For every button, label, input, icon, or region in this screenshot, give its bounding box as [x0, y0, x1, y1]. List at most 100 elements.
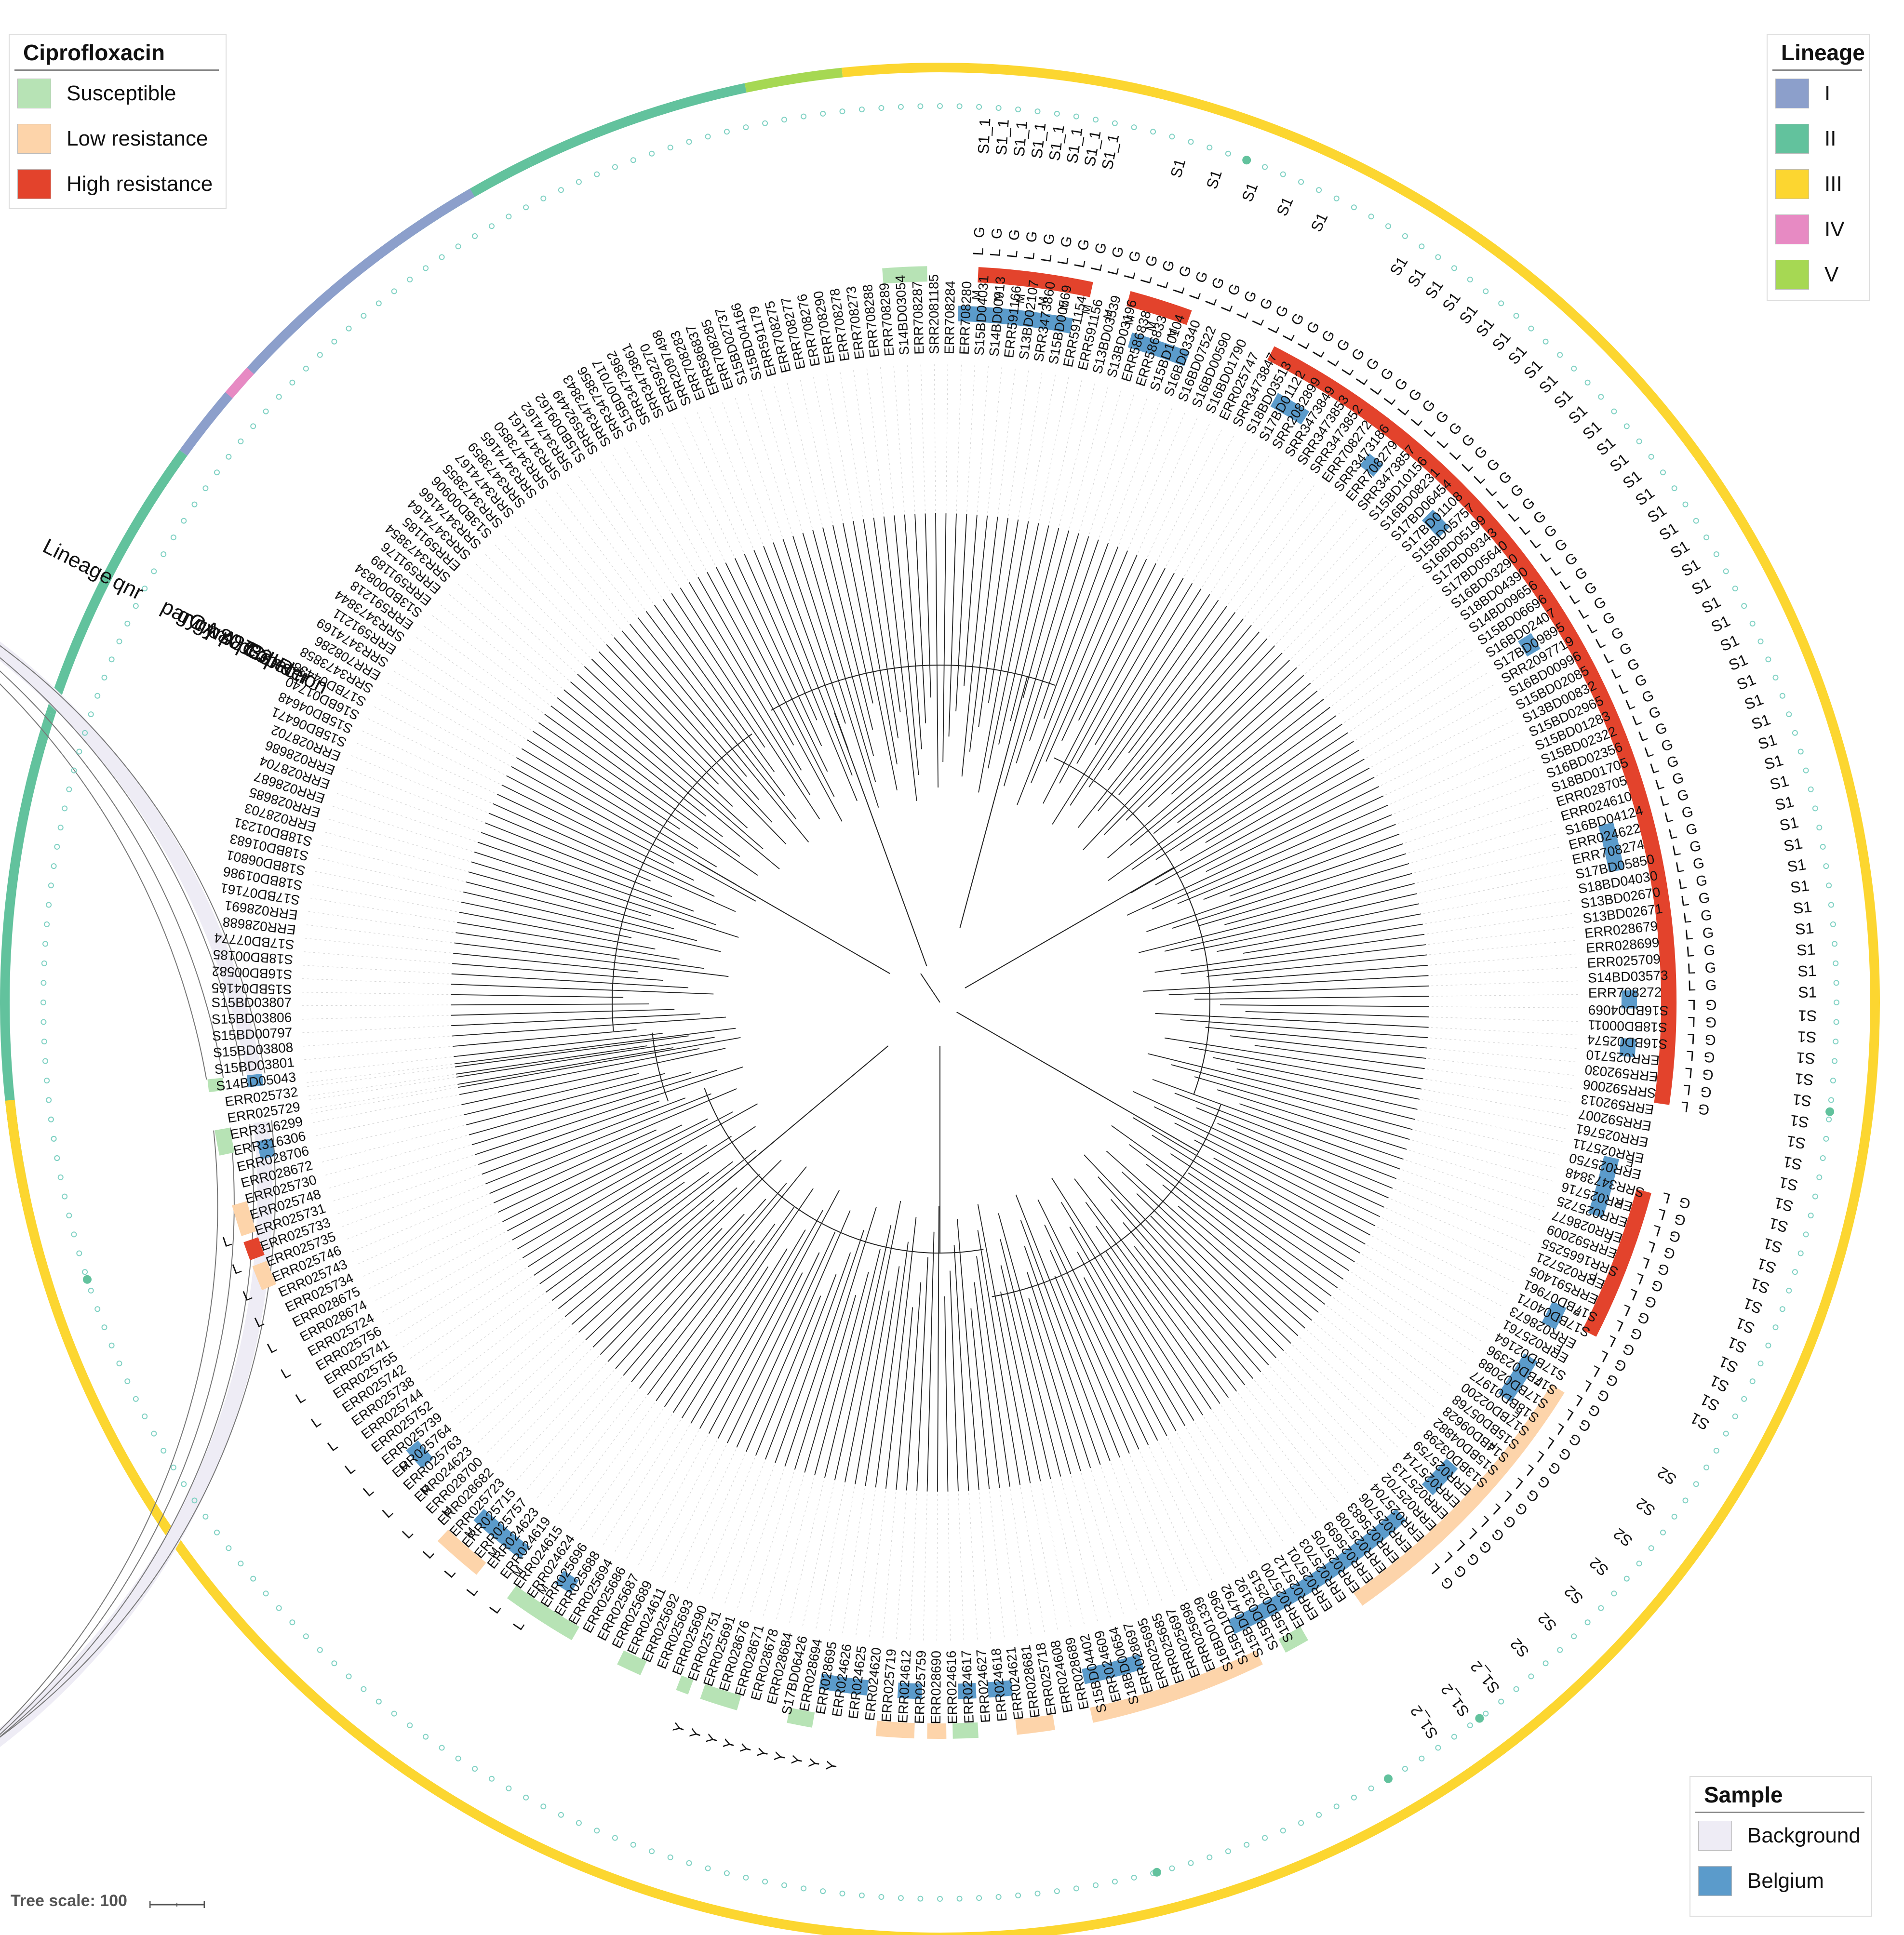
- parc-p80-mark: L: [308, 1414, 324, 1431]
- parc-p80-mark: L: [1677, 876, 1688, 893]
- cipr-ring-segment: [1354, 1466, 1504, 1606]
- parc-p80-mark: L: [1475, 1513, 1492, 1530]
- legend-row-lineage-iv: IV: [1768, 207, 1869, 252]
- qnr-empty-dot: [391, 288, 397, 294]
- qnr-empty-dot: [820, 1888, 826, 1895]
- qnr-empty-dot: [71, 1231, 77, 1238]
- qnr-empty-dot: [161, 551, 167, 557]
- qnr-empty-dot: [1786, 1287, 1792, 1294]
- parc-p80-mark: L: [1439, 1549, 1456, 1566]
- parc-p80-mark: L: [1636, 727, 1649, 745]
- qnr-empty-dot: [1571, 365, 1577, 372]
- parc-p80-mark: L: [1426, 1561, 1444, 1577]
- qnr-mark: S1: [1167, 157, 1189, 180]
- qnr-empty-dot: [62, 805, 68, 812]
- qnr-empty-dot: [1741, 1396, 1747, 1402]
- qnr-mark: S1: [1742, 690, 1766, 713]
- gyra-p87-mark: Y: [670, 1721, 688, 1735]
- leaf-label: S18BD00011: [1588, 1017, 1667, 1035]
- qnr-empty-dot: [1820, 1155, 1826, 1161]
- qnr-empty-dot: [361, 1686, 367, 1692]
- qnr-empty-dot: [1830, 1078, 1836, 1084]
- qnr-mark: S2: [1561, 1582, 1586, 1608]
- collection-ring-belgium: [1421, 509, 1450, 538]
- qnr-empty-dot: [407, 1722, 413, 1728]
- qnr-empty-dot: [523, 204, 529, 211]
- qnr-empty-dot: [1542, 338, 1549, 345]
- qnr-empty-dot: [976, 1895, 982, 1901]
- gender-mark: M: [1014, 293, 1028, 304]
- cipr-ring-segment: [700, 1684, 741, 1710]
- parc-p80-mark: L: [379, 1504, 396, 1521]
- gyra-p87-mark: Y: [703, 1732, 721, 1746]
- parc-p80-mark: L: [1639, 1254, 1652, 1272]
- parc-p80-mark: L: [1510, 1475, 1526, 1492]
- gyra-p87-mark: G: [1126, 249, 1144, 264]
- qnr-mark: S1: [1717, 631, 1742, 655]
- qnr-empty-dot: [44, 1078, 50, 1084]
- qnr-empty-dot: [214, 469, 220, 476]
- qnr-empty-dot: [116, 1361, 122, 1367]
- tree-internal-arc: [704, 1088, 984, 1254]
- qnr-mark: S1: [1697, 1391, 1722, 1415]
- qnr-empty-dot: [1833, 980, 1839, 986]
- qnr-empty-dot: [1816, 1174, 1823, 1180]
- qnr-empty-dot: [439, 254, 445, 260]
- qnr-empty-dot: [976, 104, 982, 110]
- qnr-positive-dot: [1825, 1107, 1835, 1116]
- parc-p80-mark: L: [1542, 1434, 1557, 1452]
- collection-ring-belgium: [1588, 1156, 1619, 1218]
- parc-p80-mark: L: [1408, 413, 1425, 429]
- qnr-empty-dot: [331, 338, 337, 345]
- qnr-empty-dot: [1828, 1097, 1834, 1103]
- cipr-ring-segment: [617, 1650, 647, 1675]
- qnr-empty-dot: [181, 518, 187, 524]
- qnr-empty-dot: [1368, 214, 1374, 220]
- qnr-mark: S1: [1741, 1294, 1765, 1317]
- parc-p80-mark: L: [1687, 1030, 1695, 1047]
- tree-leaf-branches: [450, 513, 1430, 1492]
- cipr-ring-segment: [875, 1721, 915, 1739]
- qnr-empty-dot: [820, 110, 826, 117]
- parc-p80-mark: L: [1004, 249, 1020, 259]
- qnr-empty-dot: [226, 1545, 232, 1551]
- parc-p80-mark: L: [1679, 1098, 1689, 1115]
- gyra-p87-mark: G: [1303, 319, 1323, 336]
- gyra-p87-mark: G: [1193, 269, 1211, 285]
- qnr-empty-dot: [724, 1870, 730, 1876]
- qnr-empty-dot: [51, 863, 57, 869]
- gyra-p87-mark: G: [1642, 1293, 1659, 1311]
- qnr-empty-dot: [576, 179, 582, 185]
- cipr-ring-segment: [1278, 1627, 1308, 1653]
- qnr-empty-dot: [375, 300, 382, 307]
- qnr-empty-dot: [40, 1000, 46, 1005]
- qnr-mark: S1: [1678, 555, 1703, 580]
- ring-label: Lineage: [39, 534, 117, 589]
- leaf-label: S16BD04069: [1588, 1002, 1669, 1018]
- qnr-empty-dot: [1419, 243, 1425, 250]
- parc-p80-mark: L: [1584, 619, 1599, 637]
- qnr-empty-dot: [1368, 1785, 1374, 1791]
- qnr-mark: S1: [1773, 793, 1796, 814]
- qnr-empty-dot: [1833, 1019, 1839, 1025]
- leaf-label: ERR708287: [910, 281, 927, 355]
- qnr-empty-dot: [1713, 1448, 1719, 1454]
- qnr-mark: S1: [1789, 1111, 1810, 1131]
- qnr-empty-dot: [1333, 195, 1340, 201]
- qnr-positive-dot: [83, 1275, 92, 1284]
- qnr-empty-dot: [1682, 501, 1689, 507]
- collection-ring-belgium: [1127, 333, 1190, 366]
- qnr-empty-dot: [1402, 1766, 1408, 1772]
- qnr-mark: S1: [1273, 194, 1297, 218]
- collection-ring-belgium: [246, 1073, 264, 1088]
- parc-p80-mark: L: [1671, 842, 1682, 859]
- gyra-p87-mark: G: [1670, 770, 1686, 788]
- parc-p80-mark: L: [1570, 1391, 1586, 1409]
- qnr-empty-dot: [594, 1828, 600, 1834]
- high-resistance-label: High resistance: [67, 172, 213, 196]
- parc-p80-mark: L: [1601, 649, 1616, 667]
- qnr-empty-dot: [489, 223, 495, 229]
- gyra-p87-mark: G: [1006, 228, 1023, 241]
- parc-p80-mark: L: [1663, 809, 1675, 826]
- leaf-label: ERR024616: [944, 1651, 960, 1724]
